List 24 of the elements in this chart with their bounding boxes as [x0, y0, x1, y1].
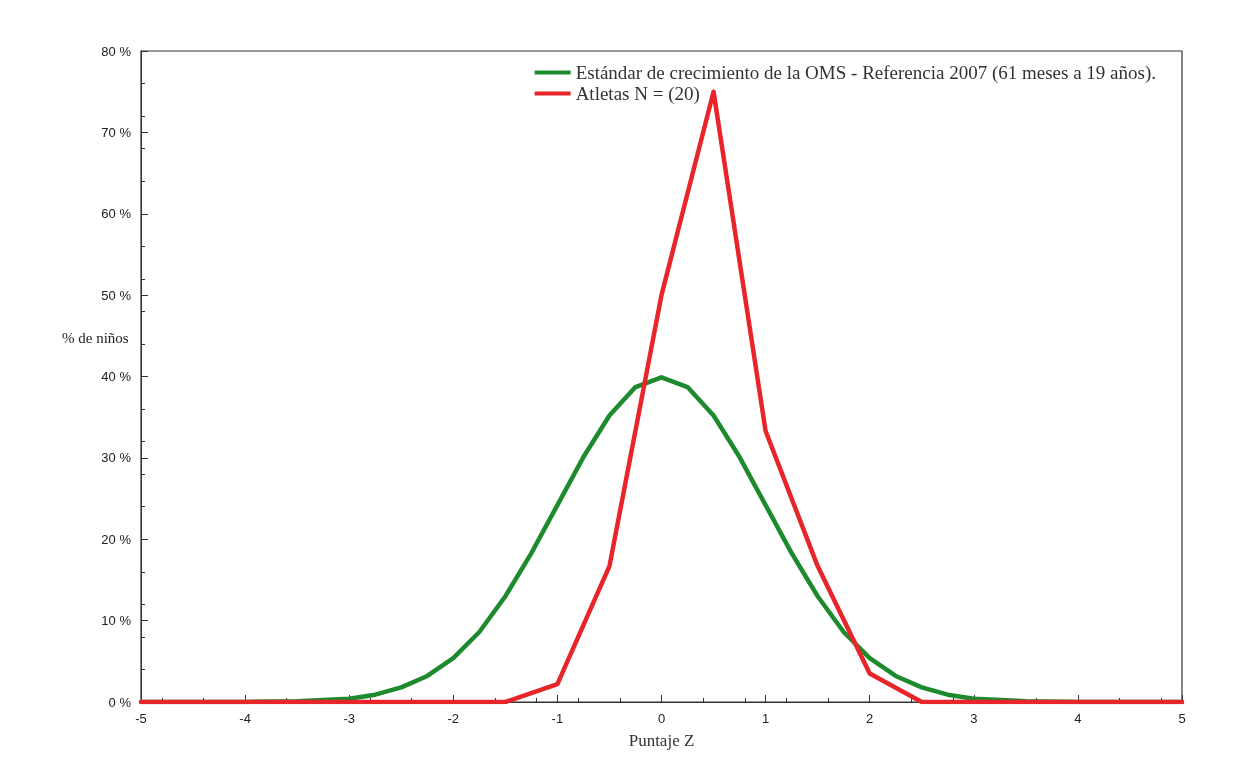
x-tick-label: -5	[135, 711, 147, 726]
x-tick-label: 3	[970, 711, 978, 726]
x-tick-label: 0	[657, 711, 666, 726]
legend-label: Atletas N = (20)	[575, 83, 700, 105]
x-tick-label: -3	[343, 711, 355, 726]
x-tick-label: 1	[761, 711, 770, 726]
x-axis-title: Puntaje Z	[628, 731, 695, 750]
y-axis-title: % de niños	[62, 329, 129, 346]
y-tick-label: 10 %	[101, 613, 132, 629]
y-tick-label: 70 %	[101, 124, 132, 140]
y-tick-label: 50 %	[101, 287, 132, 303]
x-tick-label: -1	[551, 711, 564, 726]
x-tick-label: 5	[1178, 711, 1186, 726]
x-tick-label: -4	[239, 711, 251, 726]
legend-label: Estándar de crecimiento de la OMS - Referencia 2007 (61 meses a 19 años).	[575, 62, 1157, 84]
y-tick-label: 0 %	[108, 694, 132, 710]
y-tick-label: 40 %	[101, 369, 132, 384]
y-tick-label: 60 %	[101, 206, 132, 222]
y-tick-label: 30 %	[101, 450, 132, 466]
x-tick-label: 2	[866, 711, 874, 726]
y-tick-label: 20 %	[101, 531, 132, 547]
y-tick-label: 80 %	[101, 43, 132, 59]
x-tick-label: -2	[447, 711, 460, 726]
x-tick-label: 4	[1074, 711, 1082, 726]
